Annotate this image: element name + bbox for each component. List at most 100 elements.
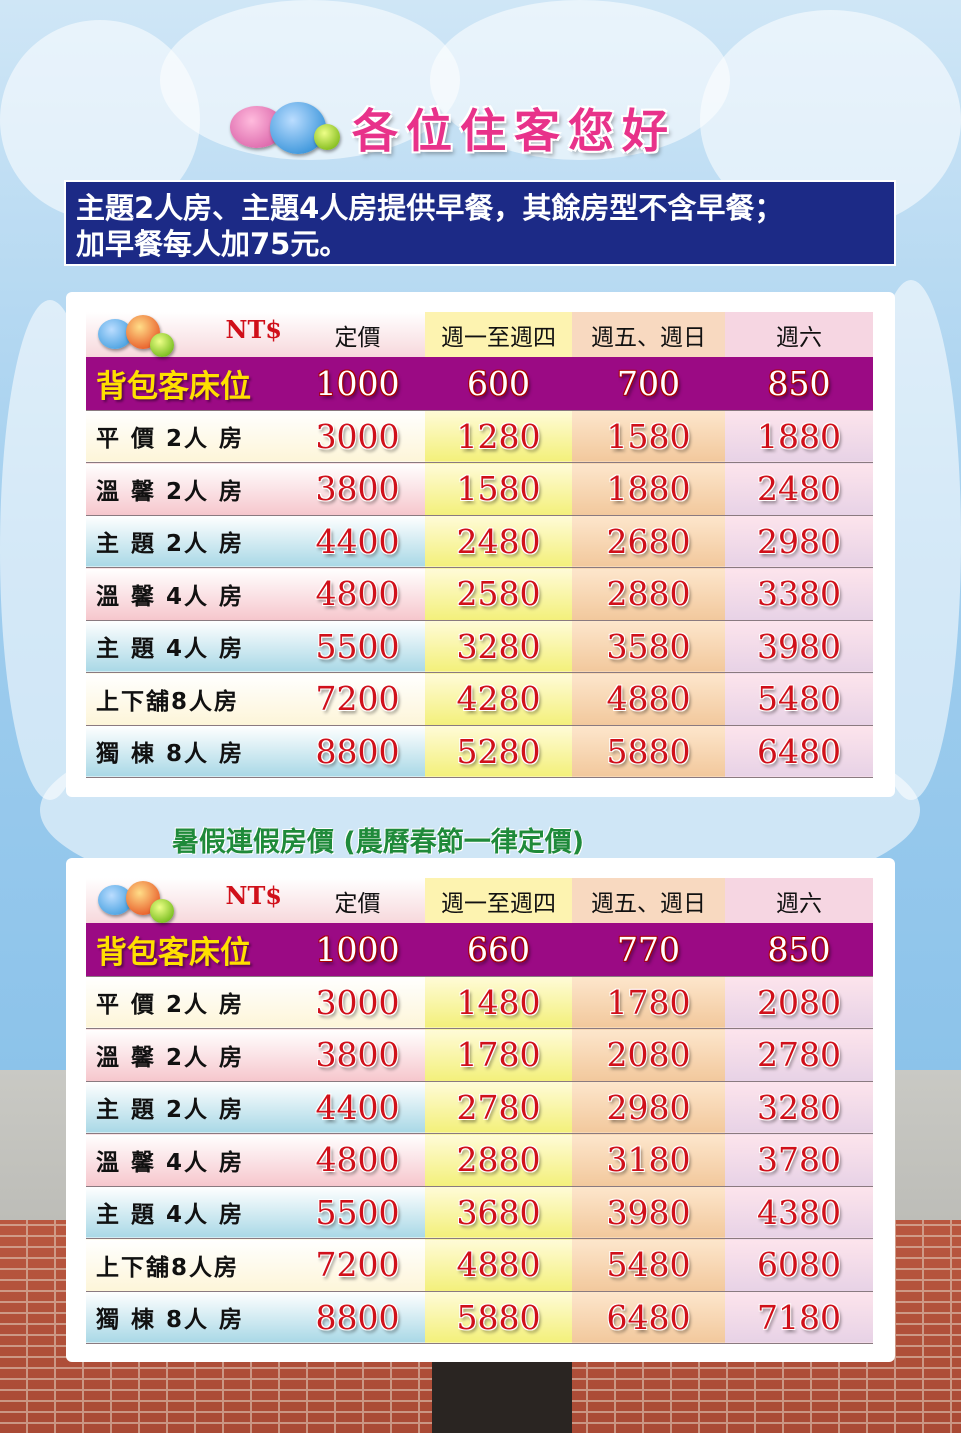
table-header: NT$ 定價 週一至週四 週五、週日 週六 xyxy=(86,312,873,357)
price-cell: 7200 xyxy=(290,672,425,726)
price-panel-holiday: NT$ 定價 週一至週四 週五、週日 週六 背包客床位 1000 660 770 850 平 價 2… xyxy=(66,858,895,1362)
price-cell: 2980 xyxy=(725,515,873,568)
room-row: 溫 馨 4人 房 4800 2580 2880 3380 xyxy=(86,567,873,621)
column-header: 週一至週四 xyxy=(425,312,572,357)
room-row: 平 價 2人 房 3000 1280 1580 1880 xyxy=(86,410,873,463)
price-cell: 5480 xyxy=(725,672,873,726)
room-type: 溫 馨 2人 房 xyxy=(86,1028,290,1082)
price-cell: 8800 xyxy=(290,725,425,778)
room-type: 溫 馨 2人 房 xyxy=(86,462,290,516)
room-type: 上下舖8人房 xyxy=(86,1238,290,1292)
price-cell: 1580 xyxy=(425,462,572,516)
price-cell: 2080 xyxy=(725,976,873,1029)
price-cell: 1000 xyxy=(290,357,425,411)
room-row: 上下舖8人房 7200 4880 5480 6080 xyxy=(86,1238,873,1292)
price-cell: 2880 xyxy=(425,1133,572,1187)
price-cell: 4880 xyxy=(572,672,725,726)
room-type: 主 題 4人 房 xyxy=(86,620,290,673)
price-cell: 5500 xyxy=(290,620,425,673)
column-header: 定價 xyxy=(290,878,425,923)
price-cell: 1280 xyxy=(425,410,572,463)
currency-label: NT$ xyxy=(225,880,283,910)
holiday-subtitle: 暑假連假房價 (農曆春節一律定價) xyxy=(172,827,585,858)
column-header: 週六 xyxy=(725,312,873,357)
column-header: 週五、週日 xyxy=(572,312,725,357)
room-type: 溫 馨 4人 房 xyxy=(86,567,290,621)
price-cell: 8800 xyxy=(290,1291,425,1344)
price-cell: 4800 xyxy=(290,1133,425,1187)
price-cell: 5500 xyxy=(290,1186,425,1239)
price-cell: 1880 xyxy=(572,462,725,516)
buttons-icon xyxy=(86,880,176,923)
price-cell: 770 xyxy=(572,923,725,977)
price-cell: 3800 xyxy=(290,1028,425,1082)
room-type: 獨 棟 8人 房 xyxy=(86,725,290,778)
price-cell: 2680 xyxy=(572,515,725,568)
room-row: 平 價 2人 房 3000 1480 1780 2080 xyxy=(86,976,873,1029)
room-type: 平 價 2人 房 xyxy=(86,976,290,1029)
price-cell: 1000 xyxy=(290,923,425,977)
column-header: 定價 xyxy=(290,312,425,357)
price-cell: 5880 xyxy=(425,1291,572,1344)
price-cell: 3980 xyxy=(725,620,873,673)
room-row: 獨 棟 8人 房 8800 5880 6480 7180 xyxy=(86,1291,873,1344)
room-type: 背包客床位 xyxy=(86,357,290,411)
price-cell: 2580 xyxy=(425,567,572,621)
price-cell: 3580 xyxy=(572,620,725,673)
price-cell: 6480 xyxy=(572,1291,725,1344)
room-type: 平 價 2人 房 xyxy=(86,410,290,463)
cloud xyxy=(430,0,730,160)
price-cell: 1480 xyxy=(425,976,572,1029)
room-row: 主 題 4人 房 5500 3680 3980 4380 xyxy=(86,1186,873,1239)
column-header: 週一至週四 xyxy=(425,878,572,923)
breakfast-notice: 主題2人房、主題4人房提供早餐，其餘房型不含早餐； 加早餐每人加75元。 xyxy=(64,180,896,266)
price-cell: 5880 xyxy=(572,725,725,778)
backpacker-row: 背包客床位 1000 660 770 850 xyxy=(86,923,873,977)
price-cell: 3780 xyxy=(725,1133,873,1187)
notice-line: 主題2人房、主題4人房提供早餐，其餘房型不含早餐； xyxy=(76,191,784,225)
price-cell: 3680 xyxy=(425,1186,572,1239)
price-cell: 4880 xyxy=(425,1238,572,1292)
backpacker-row: 背包客床位 1000 600 700 850 xyxy=(86,357,873,411)
room-type: 主 題 2人 房 xyxy=(86,1081,290,1134)
header-corner: NT$ xyxy=(86,312,290,357)
price-cell: 7200 xyxy=(290,1238,425,1292)
room-row: 溫 馨 2人 房 3800 1580 1880 2480 xyxy=(86,462,873,516)
room-type: 獨 棟 8人 房 xyxy=(86,1291,290,1344)
price-cell: 4380 xyxy=(725,1186,873,1239)
price-cell: 3800 xyxy=(290,462,425,516)
price-cell: 6480 xyxy=(725,725,873,778)
price-cell: 3280 xyxy=(425,620,572,673)
room-row: 溫 馨 4人 房 4800 2880 3180 3780 xyxy=(86,1133,873,1187)
room-row: 主 題 2人 房 4400 2480 2680 2980 xyxy=(86,515,873,568)
room-type: 上下舖8人房 xyxy=(86,672,290,726)
price-cell: 1580 xyxy=(572,410,725,463)
price-cell: 2780 xyxy=(725,1028,873,1082)
price-cell: 850 xyxy=(725,923,873,977)
entrance-door xyxy=(432,1360,572,1433)
column-header: 週五、週日 xyxy=(572,878,725,923)
price-cell: 5480 xyxy=(572,1238,725,1292)
notice-line: 加早餐每人加75元。 xyxy=(76,227,349,261)
price-cell: 700 xyxy=(572,357,725,411)
room-type: 主 題 2人 房 xyxy=(86,515,290,568)
currency-label: NT$ xyxy=(225,314,283,344)
price-cell: 2080 xyxy=(572,1028,725,1082)
room-type: 主 題 4人 房 xyxy=(86,1186,290,1239)
price-cell: 5280 xyxy=(425,725,572,778)
price-cell: 660 xyxy=(425,923,572,977)
price-cell: 850 xyxy=(725,357,873,411)
page-title: 各位住客您好 xyxy=(230,95,676,161)
table-header: NT$ 定價 週一至週四 週五、週日 週六 xyxy=(86,878,873,923)
price-cell: 4400 xyxy=(290,1081,425,1134)
room-row: 溫 馨 2人 房 3800 1780 2080 2780 xyxy=(86,1028,873,1082)
buttons-icon xyxy=(230,98,340,158)
price-cell: 2480 xyxy=(425,515,572,568)
room-row: 主 題 2人 房 4400 2780 2980 3280 xyxy=(86,1081,873,1134)
price-cell: 3000 xyxy=(290,410,425,463)
header-corner: NT$ xyxy=(86,878,290,923)
room-row: 獨 棟 8人 房 8800 5280 5880 6480 xyxy=(86,725,873,778)
room-row: 上下舖8人房 7200 4280 4880 5480 xyxy=(86,672,873,726)
price-cell: 6080 xyxy=(725,1238,873,1292)
price-cell: 1780 xyxy=(572,976,725,1029)
